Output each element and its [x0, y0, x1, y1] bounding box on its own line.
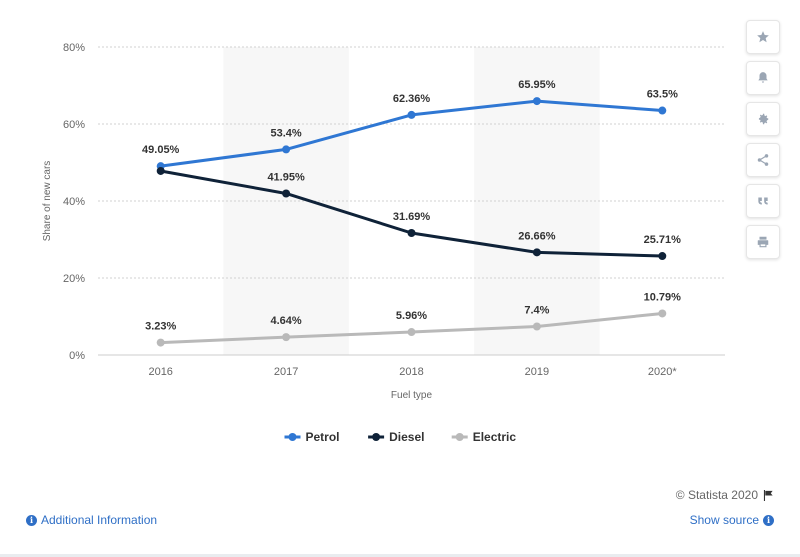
share-icon [757, 154, 769, 166]
data-label-diesel: 25.71% [644, 234, 682, 246]
series-layer: 49.05% 53.4% 62.36% 65.95% 63.5% 41.95% 31.69%… [142, 79, 682, 347]
legend-label-diesel: Diesel [389, 430, 424, 444]
legend-item-electric[interactable]: Electric [451, 430, 517, 444]
y-axis-ticks: 0% 20% 40% 60% 80% [63, 42, 85, 362]
data-label-electric: 4.64% [270, 315, 301, 327]
data-point-diesel[interactable] [532, 248, 541, 257]
legend-item-diesel[interactable]: Diesel [368, 430, 424, 444]
bottom-divider [0, 554, 800, 557]
data-point-electric[interactable] [407, 328, 416, 337]
x-tick-label: 2020* [648, 366, 677, 378]
data-point-diesel[interactable] [407, 228, 416, 237]
data-point-diesel[interactable] [282, 189, 291, 198]
show-source-link[interactable]: Show source i [690, 513, 774, 527]
data-point-petrol[interactable] [658, 106, 667, 115]
gear-icon [758, 113, 769, 125]
data-label-diesel: 41.95% [267, 171, 305, 183]
info-icon: i [763, 514, 774, 526]
y-tick-label: 60% [63, 119, 85, 131]
copyright-text: © Statista 2020 [675, 488, 758, 502]
data-label-diesel: 31.69% [393, 211, 431, 223]
info-icon: i [26, 514, 37, 526]
side-toolbar [746, 20, 780, 259]
data-point-electric[interactable] [282, 333, 291, 342]
additional-information-link[interactable]: i Additional Information [26, 513, 157, 527]
quote-icon [758, 197, 768, 205]
x-tick-label: 2018 [399, 366, 423, 378]
data-point-electric[interactable] [532, 322, 541, 331]
data-point-petrol[interactable] [532, 97, 541, 106]
data-point-petrol[interactable] [282, 145, 291, 154]
data-point-petrol[interactable] [407, 110, 416, 119]
star-icon [757, 31, 769, 43]
x-axis-ticks: 2016 2017 2018 2019 2020* [148, 366, 677, 378]
settings-button[interactable] [746, 102, 780, 136]
legend-marker-petrol [288, 433, 297, 441]
data-label-petrol: 53.4% [270, 127, 301, 139]
series-diesel: 41.95% 31.69% 26.66% 25.71% [156, 166, 682, 261]
data-point-diesel[interactable] [156, 166, 165, 175]
data-point-diesel[interactable] [658, 252, 667, 261]
legend-item-petrol[interactable]: Petrol [284, 430, 340, 444]
notification-button[interactable] [746, 61, 780, 95]
x-tick-label: 2019 [525, 366, 549, 378]
legend-label-petrol: Petrol [306, 430, 340, 444]
bell-icon [758, 72, 768, 83]
legend-marker-diesel [372, 433, 381, 441]
y-tick-label: 80% [63, 42, 85, 54]
y-tick-label: 20% [63, 273, 85, 285]
y-axis-title: Share of new cars [42, 161, 53, 242]
series-petrol: 49.05% 53.4% 62.36% 65.95% 63.5% [142, 79, 678, 171]
copyright: © Statista 2020 [676, 488, 774, 502]
x-axis-title: Fuel type [391, 390, 433, 401]
data-label-electric: 5.96% [396, 310, 427, 322]
x-tick-label: 2017 [274, 366, 298, 378]
cite-button[interactable] [746, 184, 780, 218]
data-label-petrol: 62.36% [393, 93, 431, 105]
show-source-label: Show source [689, 513, 759, 527]
share-button[interactable] [746, 143, 780, 177]
line-chart: 0% 20% 40% 60% 80% 2016 2017 2018 2019 2020* Sha… [42, 42, 725, 444]
legend-marker-electric [455, 433, 464, 441]
print-button[interactable] [746, 225, 780, 259]
flag-icon [763, 489, 773, 501]
data-label-diesel: 26.66% [518, 230, 556, 242]
data-label-electric: 7.4% [524, 305, 549, 317]
data-point-electric[interactable] [658, 309, 667, 318]
y-tick-label: 40% [63, 196, 85, 208]
data-label-electric: 10.79% [644, 291, 682, 303]
print-icon [757, 236, 769, 248]
gridlines [98, 46, 725, 279]
favorite-button[interactable] [746, 20, 780, 54]
series-electric: 3.23% 4.64% 5.96% 7.4% 10.79% [145, 291, 682, 347]
x-tick-label: 2016 [148, 366, 172, 378]
legend-label-electric: Electric [473, 430, 517, 444]
data-label-electric: 3.23% [145, 321, 176, 333]
data-label-petrol: 65.95% [518, 79, 556, 91]
data-point-electric[interactable] [156, 338, 165, 347]
additional-information-label: Additional Information [41, 513, 158, 527]
data-label-petrol: 49.05% [142, 144, 180, 156]
legend[interactable]: Petrol Diesel Electric [284, 430, 517, 444]
y-tick-label: 0% [69, 350, 85, 362]
data-label-petrol: 63.5% [647, 89, 678, 101]
